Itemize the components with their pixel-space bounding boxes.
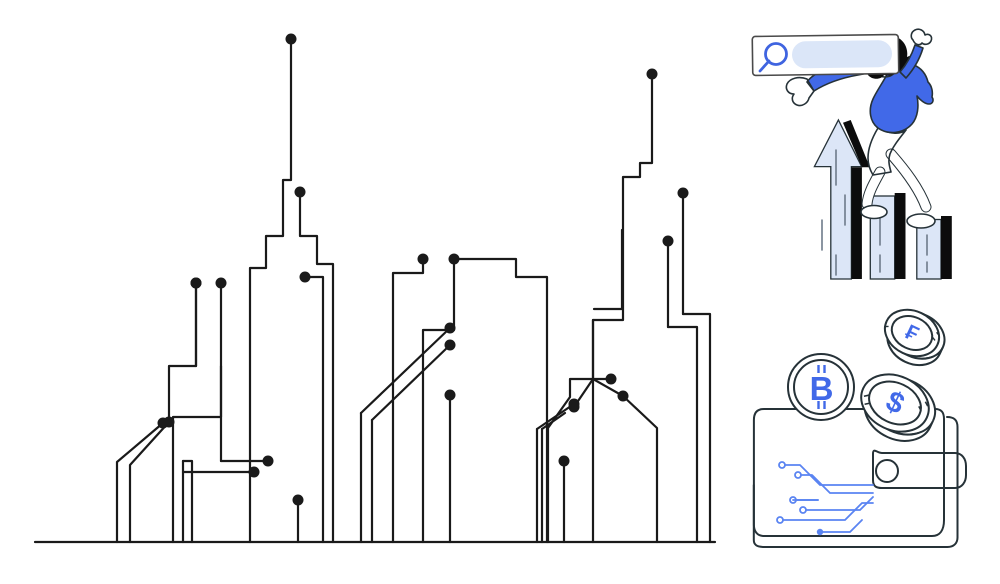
svg-text:B: B [810, 370, 834, 407]
